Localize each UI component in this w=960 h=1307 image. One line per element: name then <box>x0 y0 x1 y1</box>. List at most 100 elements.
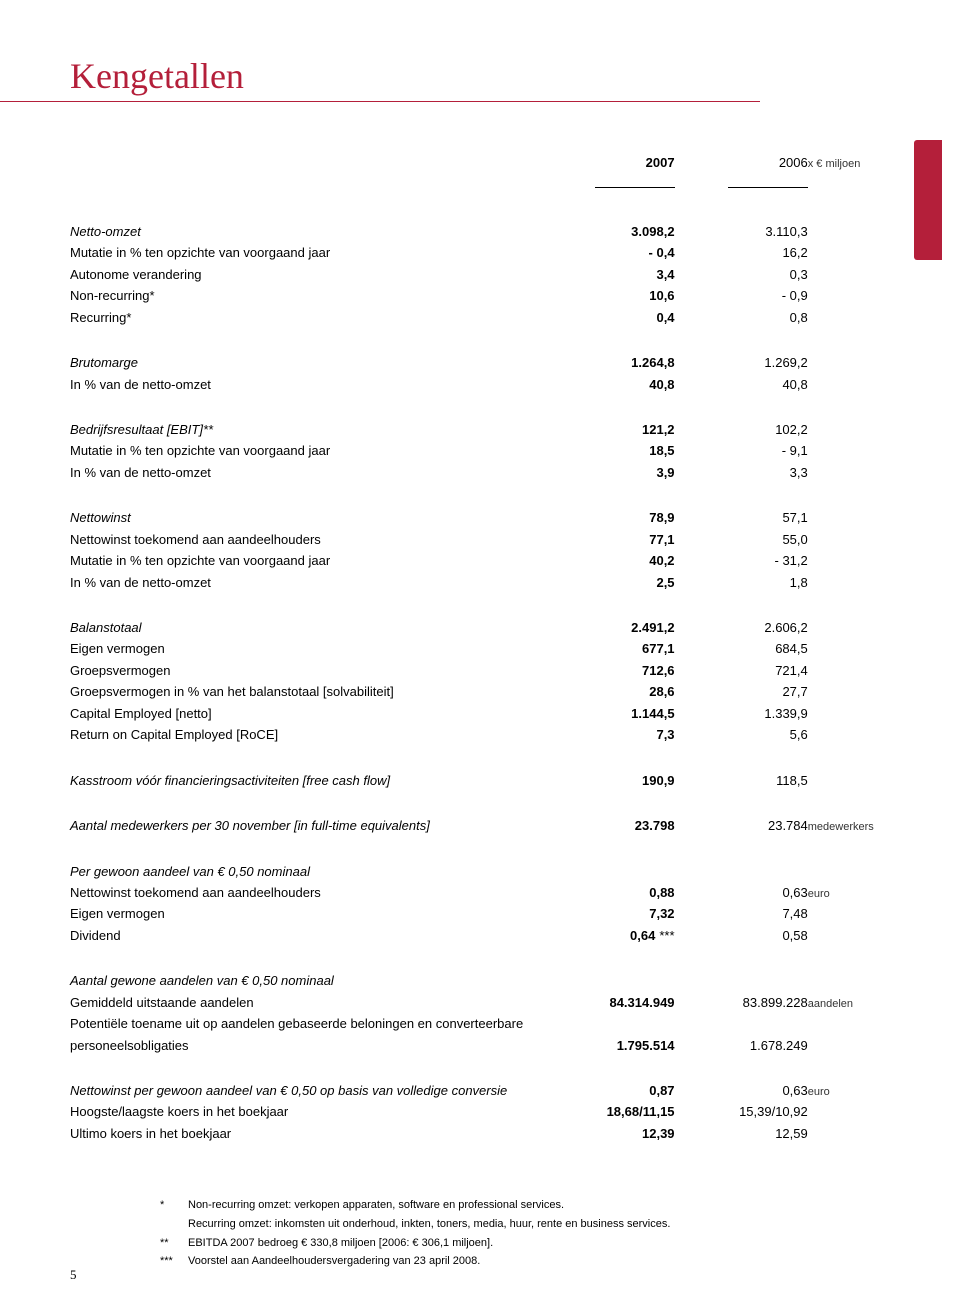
row-v07: 7,3 <box>541 724 674 745</box>
head-unit <box>808 352 900 373</box>
head-v06: 118,5 <box>675 770 808 791</box>
footnote: **EBITDA 2007 bedroeg € 330,8 miljoen [2… <box>160 1234 900 1253</box>
page-title: Kengetallen <box>70 55 900 97</box>
row-unit <box>808 724 900 745</box>
row-label: Eigen vermogen <box>70 638 541 659</box>
footnote: *Non-recurring omzet: verkopen apparaten… <box>160 1196 900 1215</box>
row-label: Groepsvermogen in % van het balanstotaal… <box>70 681 541 702</box>
row-v07: 712,6 <box>541 660 674 681</box>
row-v07: 28,6 <box>541 681 674 702</box>
section-head: Aantal gewone aandelen van € 0,50 nomina… <box>70 970 541 991</box>
row-label: Autonome verandering <box>70 264 541 285</box>
row-label: In % van de netto-omzet <box>70 462 541 483</box>
head-v06: 23.784 <box>675 815 808 836</box>
head-v07: 121,2 <box>541 419 674 440</box>
row-v07: 40,8 <box>541 374 674 395</box>
head-unit <box>808 970 900 991</box>
row-v07: 3,4 <box>541 264 674 285</box>
row-label: Nettowinst toekomend aan aandeelhouders <box>70 529 541 550</box>
row-label: Return on Capital Employed [RoCE] <box>70 724 541 745</box>
row-v07: 0,88 <box>541 882 674 903</box>
row-v07: 0,64*** <box>541 925 674 946</box>
row-v06: 12,59 <box>675 1123 808 1144</box>
row-v07: 10,6 <box>541 285 674 306</box>
row-v06: 0,63 <box>675 882 808 903</box>
row-v06: - 31,2 <box>675 550 808 571</box>
row-v06: 7,48 <box>675 903 808 924</box>
row-v06: - 9,1 <box>675 440 808 461</box>
row-label: Capital Employed [netto] <box>70 703 541 724</box>
row-v06: - 0,9 <box>675 285 808 306</box>
section-head: Per gewoon aandeel van € 0,50 nominaal <box>70 861 541 882</box>
section-head: Kasstroom vóór financieringsactiviteiten… <box>70 770 541 791</box>
row-v06: 83.899.228 <box>675 992 808 1013</box>
page-number: 5 <box>70 1267 77 1283</box>
head-v07: 1.264,8 <box>541 352 674 373</box>
row-unit <box>808 550 900 571</box>
footnote: Recurring omzet: inkomsten uit onderhoud… <box>160 1215 900 1234</box>
row-label: Eigen vermogen <box>70 903 541 924</box>
row-label: Ultimo koers in het boekjaar <box>70 1123 541 1144</box>
row-v07: 1.795.514 <box>541 1013 674 1056</box>
head-v06: 57,1 <box>675 507 808 528</box>
row-v07: 77,1 <box>541 529 674 550</box>
row-v06: 15,39/10,92 <box>675 1101 808 1122</box>
head-v07: 23.798 <box>541 815 674 836</box>
title-rule <box>0 101 760 102</box>
row-label: Mutatie in % ten opzichte van voorgaand … <box>70 242 541 263</box>
head-unit <box>808 221 900 242</box>
head-v06 <box>675 970 808 991</box>
row-v06: 55,0 <box>675 529 808 550</box>
row-unit: aandelen <box>808 992 900 1013</box>
col-2006: 2006 <box>675 152 808 173</box>
section-head: Balanstotaal <box>70 617 541 638</box>
head-v07: 3.098,2 <box>541 221 674 242</box>
row-label: In % van de netto-omzet <box>70 572 541 593</box>
row-v06: 1.339,9 <box>675 703 808 724</box>
head-v07: 0,87 <box>541 1080 674 1101</box>
head-unit <box>808 770 900 791</box>
row-v06: 16,2 <box>675 242 808 263</box>
section-head: Nettowinst per gewoon aandeel van € 0,50… <box>70 1080 541 1101</box>
row-label: Hoogste/laagste koers in het boekjaar <box>70 1101 541 1122</box>
head-v06: 0,63 <box>675 1080 808 1101</box>
row-unit <box>808 681 900 702</box>
row-label: Recurring* <box>70 307 541 328</box>
head-unit <box>808 861 900 882</box>
row-label: Nettowinst toekomend aan aandeelhouders <box>70 882 541 903</box>
row-v07: 18,68/11,15 <box>541 1101 674 1122</box>
head-unit <box>808 419 900 440</box>
row-v06: 1,8 <box>675 572 808 593</box>
row-unit <box>808 903 900 924</box>
row-label: In % van de netto-omzet <box>70 374 541 395</box>
head-v07 <box>541 970 674 991</box>
row-v07: 12,39 <box>541 1123 674 1144</box>
head-v06: 3.110,3 <box>675 221 808 242</box>
row-v07: 18,5 <box>541 440 674 461</box>
row-v06: 0,3 <box>675 264 808 285</box>
row-v06: 5,6 <box>675 724 808 745</box>
head-unit <box>808 507 900 528</box>
section-head: Nettowinst <box>70 507 541 528</box>
row-v07: 7,32 <box>541 903 674 924</box>
row-label: Gemiddeld uitstaande aandelen <box>70 992 541 1013</box>
row-unit <box>808 462 900 483</box>
row-label: Groepsvermogen <box>70 660 541 681</box>
row-unit <box>808 703 900 724</box>
row-unit <box>808 925 900 946</box>
row-unit <box>808 440 900 461</box>
row-unit: euro <box>808 882 900 903</box>
kengetallen-table: 20072006x € miljoenNetto-omzet3.098,23.1… <box>70 152 900 1168</box>
row-unit <box>808 374 900 395</box>
row-label: Potentiële toename uit op aandelen gebas… <box>70 1013 541 1056</box>
row-unit <box>808 1123 900 1144</box>
row-v06: 1.678.249 <box>675 1013 808 1056</box>
row-unit <box>808 242 900 263</box>
col-2007: 2007 <box>541 152 674 173</box>
footnotes: *Non-recurring omzet: verkopen apparaten… <box>70 1196 900 1271</box>
row-v07: 0,4 <box>541 307 674 328</box>
row-v07: 1.144,5 <box>541 703 674 724</box>
row-v06: 684,5 <box>675 638 808 659</box>
row-v07: 40,2 <box>541 550 674 571</box>
row-unit <box>808 529 900 550</box>
